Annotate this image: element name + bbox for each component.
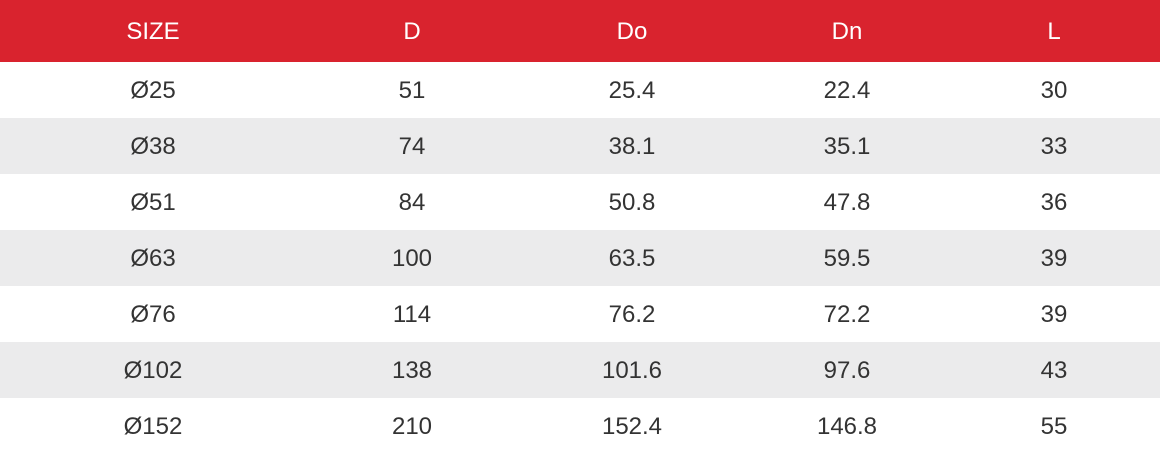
cell-do: 63.5	[608, 245, 656, 272]
table-row: Ø102 138 101.6 97.6 43	[0, 342, 1160, 398]
cell-dn: 97.6	[823, 357, 871, 384]
cell-l: 33	[1040, 133, 1068, 160]
header-l: L	[1047, 18, 1061, 45]
cell-l: 39	[1040, 245, 1068, 272]
header-d: D	[403, 18, 421, 45]
cell-d: 84	[398, 189, 426, 216]
cell-d: 74	[398, 133, 426, 160]
cell-size: Ø102	[123, 357, 183, 384]
header-do: Do	[616, 18, 648, 45]
cell-dn: 59.5	[823, 245, 871, 272]
table-row: Ø76 114 76.2 72.2 39	[0, 286, 1160, 342]
cell-do: 50.8	[608, 189, 656, 216]
cell-l: 43	[1040, 357, 1068, 384]
cell-size: Ø51	[130, 189, 176, 216]
cell-l: 36	[1040, 189, 1068, 216]
table-row: Ø38 74 38.1 35.1 33	[0, 118, 1160, 174]
table-row: Ø25 51 25.4 22.4 30	[0, 62, 1160, 118]
cell-d: 51	[398, 77, 426, 104]
table-row: Ø51 84 50.8 47.8 36	[0, 174, 1160, 230]
cell-l: 55	[1040, 413, 1068, 440]
cell-l: 30	[1040, 77, 1068, 104]
cell-d: 114	[392, 301, 432, 328]
cell-size: Ø38	[130, 133, 176, 160]
cell-do: 101.6	[601, 357, 663, 384]
cell-dn: 146.8	[816, 413, 878, 440]
cell-do: 25.4	[608, 77, 656, 104]
cell-dn: 72.2	[823, 301, 871, 328]
cell-dn: 22.4	[823, 77, 871, 104]
cell-do: 152.4	[601, 413, 663, 440]
cell-dn: 35.1	[823, 133, 871, 160]
cell-size: Ø76	[130, 301, 176, 328]
cell-do: 76.2	[608, 301, 656, 328]
cell-d: 138	[391, 357, 433, 384]
cell-d: 210	[391, 413, 433, 440]
cell-dn: 47.8	[823, 189, 871, 216]
cell-size: Ø152	[123, 413, 183, 440]
cell-l: 39	[1040, 301, 1068, 328]
table-header: SIZE D Do Dn L	[0, 0, 1160, 62]
header-size: SIZE	[126, 18, 180, 45]
table-row: Ø152 210 152.4 146.8 55	[0, 398, 1160, 454]
cell-d: 100	[391, 245, 433, 272]
table-row: Ø63 100 63.5 59.5 39	[0, 230, 1160, 286]
header-dn: Dn	[831, 18, 863, 45]
cell-do: 38.1	[608, 133, 656, 160]
cell-size: Ø63	[130, 245, 176, 272]
cell-size: Ø25	[130, 77, 176, 104]
